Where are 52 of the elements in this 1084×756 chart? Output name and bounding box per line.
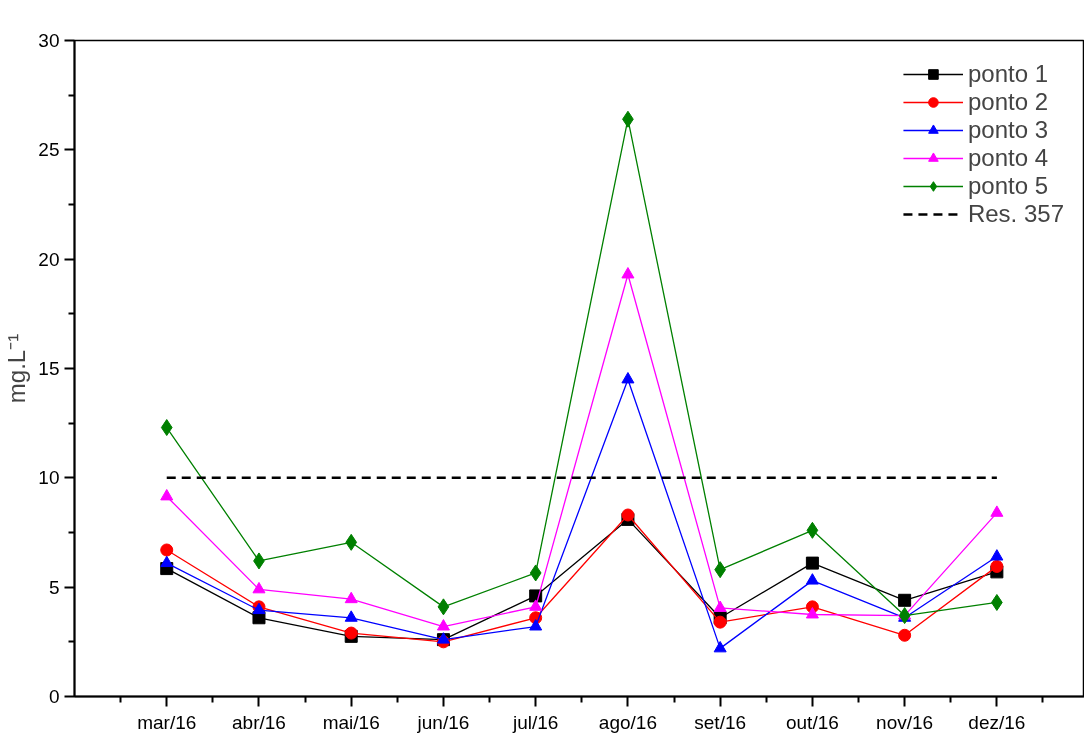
point <box>990 549 1004 561</box>
legend-label: ponto 4 <box>967 144 1049 172</box>
point <box>806 521 819 539</box>
point <box>990 559 1004 573</box>
x-tick-label: ago/16 <box>598 711 657 733</box>
x-tick-label: abr/16 <box>232 711 286 733</box>
point <box>160 543 174 557</box>
y-tick-label: 0 <box>48 686 60 707</box>
point <box>437 598 450 616</box>
point <box>713 600 727 612</box>
x-tick-label: jun/16 <box>416 711 470 733</box>
point <box>990 505 1004 517</box>
point <box>529 599 543 611</box>
y-axis-title: mg.L⁻¹ <box>3 333 31 404</box>
x-tick-label: nov/16 <box>876 711 934 733</box>
point <box>252 581 266 594</box>
point <box>898 593 912 607</box>
point <box>160 488 174 501</box>
point <box>898 628 912 642</box>
point <box>160 555 174 568</box>
point <box>529 619 543 631</box>
legend-label: ponto 1 <box>967 60 1049 88</box>
y-tick-label: 20 <box>38 248 60 270</box>
point <box>160 419 173 437</box>
point <box>345 533 358 551</box>
point <box>805 607 819 619</box>
x-tick-label: mai/16 <box>322 711 380 733</box>
point <box>344 610 358 622</box>
point <box>713 615 727 629</box>
legend-label: ponto 5 <box>967 172 1049 200</box>
x-tick-label: set/16 <box>694 711 747 733</box>
x-tick-label: mar/16 <box>137 711 197 733</box>
legend-label: Res. 357 <box>967 200 1064 228</box>
x-tick-label: out/16 <box>785 711 839 733</box>
x-tick-label: jul/16 <box>511 711 559 733</box>
y-tick-label: 25 <box>38 139 60 161</box>
y-tick-label: 10 <box>38 467 60 489</box>
y-tick-label: 30 <box>38 30 60 51</box>
point <box>344 591 358 604</box>
point <box>805 556 819 570</box>
point <box>436 619 450 631</box>
point <box>621 508 635 522</box>
point <box>805 573 819 585</box>
legend-label: ponto 2 <box>967 88 1049 116</box>
x-tick-label: dez/16 <box>968 711 1026 733</box>
point <box>529 564 542 582</box>
y-tick-label: 5 <box>48 576 60 598</box>
point <box>621 372 635 384</box>
point <box>621 267 635 279</box>
y-tick-label: 15 <box>38 358 60 379</box>
legend-label: ponto 3 <box>967 116 1049 144</box>
point <box>713 640 727 653</box>
